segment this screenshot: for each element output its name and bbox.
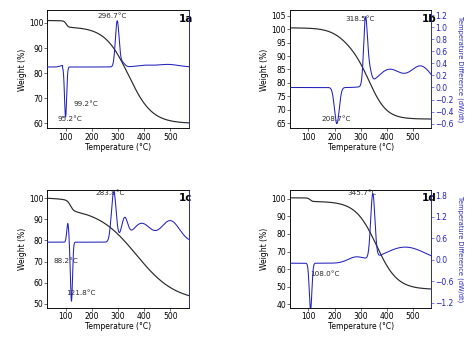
Text: 318.5°C: 318.5°C xyxy=(345,17,374,22)
Y-axis label: Weight (%): Weight (%) xyxy=(18,48,27,91)
Y-axis label: Weight (%): Weight (%) xyxy=(260,228,269,270)
Text: 108.0°C: 108.0°C xyxy=(310,271,339,277)
Text: 88.2°C: 88.2°C xyxy=(54,258,79,264)
X-axis label: Temperature (°C): Temperature (°C) xyxy=(85,322,151,331)
Y-axis label: Temperature Difference (dW/dt): Temperature Difference (dW/dt) xyxy=(457,16,463,122)
Text: 1c: 1c xyxy=(179,193,192,203)
Text: 208.7°C: 208.7°C xyxy=(321,116,351,122)
Y-axis label: Weight (%): Weight (%) xyxy=(18,228,27,270)
Text: 1a: 1a xyxy=(179,14,193,24)
Text: 283.8°C: 283.8°C xyxy=(96,190,125,196)
Text: 296.7°C: 296.7°C xyxy=(97,13,127,19)
Y-axis label: Weight (%): Weight (%) xyxy=(260,48,269,91)
Text: 99.2°C: 99.2°C xyxy=(73,101,99,107)
X-axis label: Temperature (°C): Temperature (°C) xyxy=(328,143,394,152)
Text: 95.2°C: 95.2°C xyxy=(58,116,83,122)
Text: 1d: 1d xyxy=(421,193,436,203)
Y-axis label: Temperature Difference (dW/dt): Temperature Difference (dW/dt) xyxy=(457,196,463,302)
X-axis label: Temperature (°C): Temperature (°C) xyxy=(85,143,151,152)
Text: 1b: 1b xyxy=(421,14,436,24)
Text: 121.8°C: 121.8°C xyxy=(66,290,95,296)
X-axis label: Temperature (°C): Temperature (°C) xyxy=(328,322,394,331)
Text: 345.7°C: 345.7°C xyxy=(348,190,377,196)
